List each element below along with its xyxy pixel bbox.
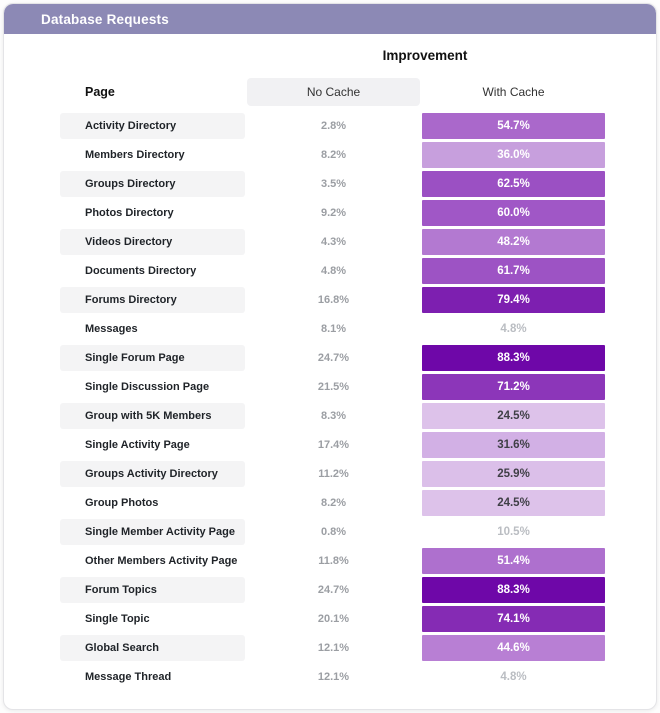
no-cache-cell: 20.1%	[317, 612, 350, 625]
page-cell: Activity Directory	[60, 112, 245, 139]
no-cache-cell: 17.4%	[317, 438, 350, 451]
no-cache-cell: 12.1%	[317, 670, 350, 683]
page-cell: Group with 5K Members	[60, 402, 245, 429]
with-cache-cell: 51.4%	[422, 547, 605, 574]
column-header-with-cache: With Cache	[482, 85, 545, 99]
improvement-heading: Improvement	[382, 48, 468, 63]
page-cell: Single Forum Page	[60, 344, 245, 371]
page-cell: Single Activity Page	[85, 438, 190, 451]
super-header-row: Improvement	[4, 46, 656, 73]
page-cell: Other Members Activity Page	[85, 554, 238, 567]
with-cache-cell: 88.3%	[422, 344, 605, 371]
page-cell: Photos Directory	[85, 206, 174, 219]
page-cell: Members Directory	[85, 148, 185, 161]
with-cache-cell: 62.5%	[422, 170, 605, 197]
no-cache-cell: 8.1%	[320, 322, 347, 335]
with-cache-cell: 74.1%	[422, 605, 605, 632]
no-cache-cell: 24.7%	[317, 583, 350, 596]
no-cache-cell: 8.2%	[320, 496, 347, 509]
no-cache-cell: 11.2%	[318, 467, 349, 480]
no-cache-cell: 24.7%	[317, 351, 350, 364]
database-requests-card: Database Requests Improvement Page No Ca…	[3, 3, 657, 710]
no-cache-cell: 2.8%	[320, 119, 347, 132]
page-cell: Group Photos	[85, 496, 159, 509]
no-cache-cell: 21.5%	[317, 380, 350, 393]
page-cell: Single Topic	[85, 612, 150, 625]
with-cache-cell: 25.9%	[422, 460, 605, 487]
no-cache-cell: 8.2%	[320, 148, 347, 161]
column-header-page: Page	[85, 85, 115, 99]
page-cell: Groups Activity Directory	[60, 460, 245, 487]
with-cache-cell: 54.7%	[422, 112, 605, 139]
no-cache-cell: 0.8%	[320, 525, 347, 538]
no-cache-cell: 8.3%	[320, 409, 347, 422]
column-header-no-cache: No Cache	[247, 78, 420, 106]
card-content: Improvement Page No Cache With Cache Act…	[4, 34, 656, 691]
page-cell: Forums Directory	[60, 286, 245, 313]
no-cache-cell: 4.3%	[320, 235, 347, 248]
no-cache-cell: 9.2%	[320, 206, 347, 219]
with-cache-cell: 4.8%	[500, 322, 527, 335]
page-cell: Global Search	[60, 634, 245, 661]
with-cache-cell: 24.5%	[422, 402, 605, 429]
with-cache-cell: 61.7%	[422, 257, 605, 284]
page-cell: Videos Directory	[60, 228, 245, 255]
page-cell: Message Thread	[85, 670, 172, 683]
with-cache-cell: 36.0%	[422, 141, 605, 168]
page-cell: Groups Directory	[60, 170, 245, 197]
no-cache-cell: 12.1%	[317, 641, 350, 654]
with-cache-cell: 79.4%	[422, 286, 605, 313]
page-cell: Forum Topics	[60, 576, 245, 603]
card-titlebar: Database Requests	[4, 4, 656, 34]
page-cell: Documents Directory	[85, 264, 197, 277]
with-cache-cell: 88.3%	[422, 576, 605, 603]
table-body: Activity Directory 2.8% 54.7% Members Di…	[4, 111, 656, 691]
with-cache-cell: 31.6%	[422, 431, 605, 458]
card-title: Database Requests	[41, 11, 169, 27]
with-cache-cell: 60.0%	[422, 199, 605, 226]
no-cache-cell: 3.5%	[320, 177, 347, 190]
no-cache-cell: 4.8%	[320, 264, 347, 277]
with-cache-cell: 48.2%	[422, 228, 605, 255]
with-cache-cell: 10.5%	[497, 525, 530, 538]
with-cache-cell: 44.6%	[422, 634, 605, 661]
no-cache-cell: 11.8%	[318, 554, 349, 567]
with-cache-cell: 24.5%	[422, 489, 605, 516]
page-cell: Messages	[85, 322, 138, 335]
no-cache-cell: 16.8%	[317, 293, 350, 306]
with-cache-cell: 71.2%	[422, 373, 605, 400]
page-cell: Single Member Activity Page	[60, 518, 245, 545]
page-cell: Single Discussion Page	[85, 380, 210, 393]
table-header-row: Page No Cache With Cache	[4, 73, 656, 111]
with-cache-cell: 4.8%	[500, 670, 527, 683]
